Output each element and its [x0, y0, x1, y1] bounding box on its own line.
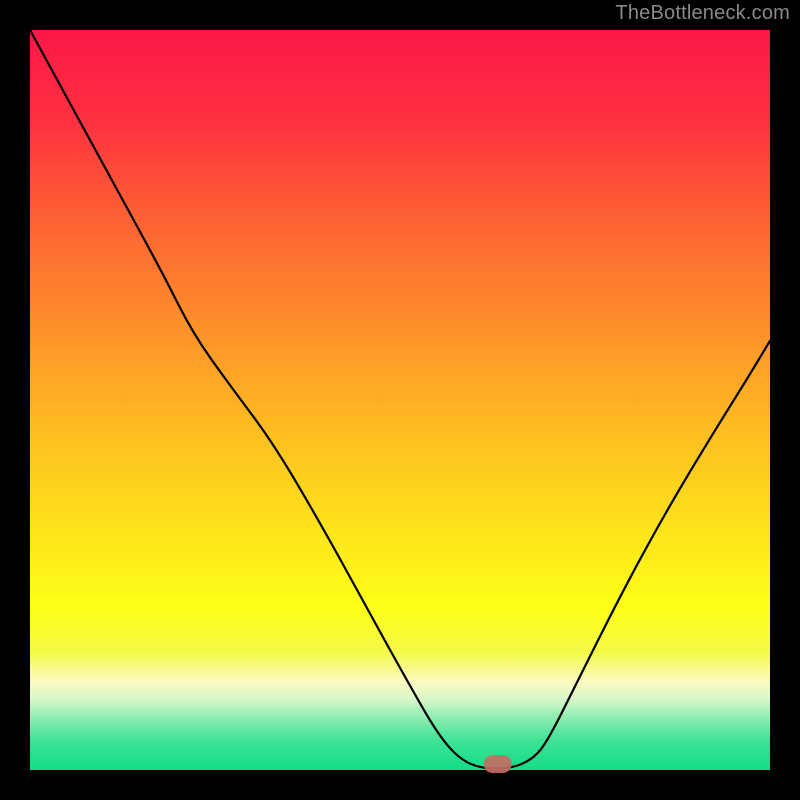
gradient-background [30, 30, 770, 770]
watermark-text: TheBottleneck.com [615, 2, 790, 25]
optimum-marker [484, 755, 512, 773]
chart-container: TheBottleneck.com [0, 0, 800, 800]
bottleneck-chart [0, 0, 800, 800]
